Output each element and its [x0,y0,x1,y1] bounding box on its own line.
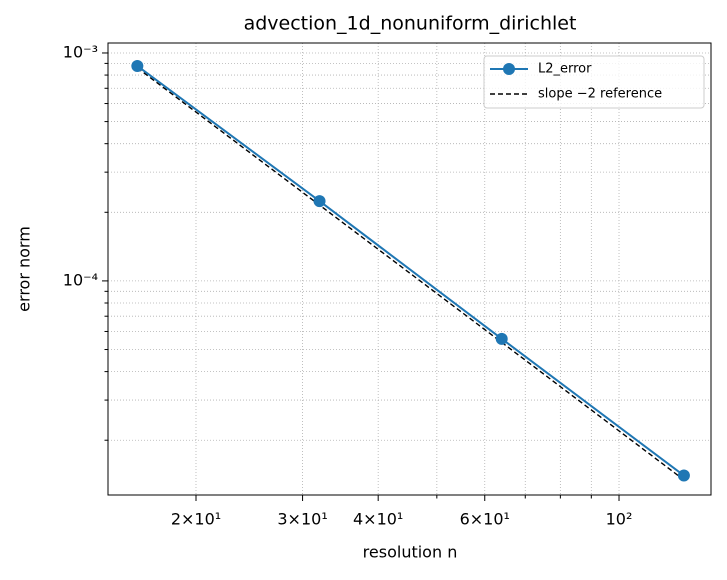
data-point [313,195,326,208]
legend-label: slope −2 reference [538,87,662,102]
y-tick-label: 10⁻⁴ [63,270,98,289]
series-line [136,67,685,481]
data-point [131,59,144,72]
plot-frame [107,42,712,496]
x-tick-label: 2×10¹ [171,510,221,529]
x-tick-label: 4×10¹ [353,510,403,529]
y-axis-label: error norm [15,226,34,312]
series-line [136,65,685,477]
legend-label: L2_error [538,62,592,77]
x-tick-label: 6×10¹ [460,510,510,529]
x-tick-label: 10² [606,510,633,529]
x-tick-label: 3×10¹ [277,510,327,529]
data-point [677,469,690,482]
chart-title: advection_1d_nonuniform_dirichlet [244,13,577,35]
x-axis-label: resolution n [363,543,458,562]
legend-marker [503,63,515,75]
y-tick-label: 10⁻³ [63,42,98,61]
data-point [495,332,508,345]
legend-box [483,55,705,109]
